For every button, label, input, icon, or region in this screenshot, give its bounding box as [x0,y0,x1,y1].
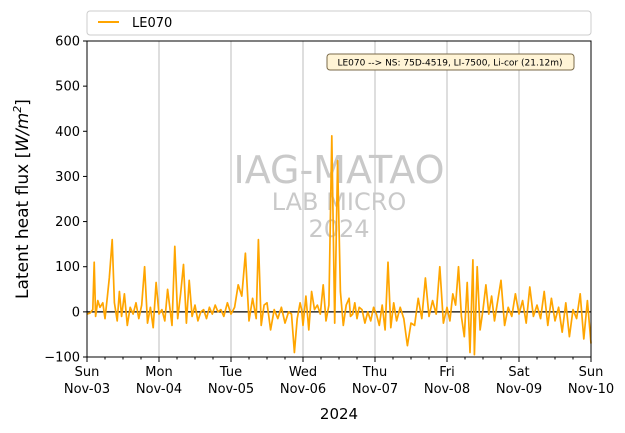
x-tick-date: Nov-09 [496,382,542,397]
x-tick-date: Nov-04 [136,382,182,397]
x-tick-day: Sun [75,365,100,380]
y-tick-label: 600 [55,35,80,50]
x-tick-day: Sun [579,365,604,380]
y-tick-label: 200 [55,215,80,230]
y-axis: −100 0 100 200 300 400 500 600 [44,35,87,366]
y-tick-label: 500 [55,80,80,95]
grid [158,41,520,357]
legend: LE070 [86,10,592,36]
x-tick-date: Nov-10 [568,382,614,397]
y-tick-label: 0 [72,305,80,320]
legend-label-le070: LE070 [132,16,172,31]
legend-frame [86,10,592,36]
x-tick-date: Nov-07 [352,382,398,397]
y-tick-label: 300 [55,170,80,185]
x-tick-day: Fri [439,365,455,380]
annotation-box [326,53,575,71]
x-tick-date: Nov-03 [64,382,110,397]
x-tick-date: Nov-08 [424,382,470,397]
annotation-text: LE070 --> NS: 75D-4519, LI-7500, Li-cor … [337,59,562,69]
x-axis-label: 2024 [320,405,358,423]
y-tick-label: −100 [44,351,80,366]
y-tick-label: 100 [55,260,80,275]
x-tick-day: Wed [289,365,317,380]
x-tick-day: Sat [508,365,529,380]
x-tick-day: Mon [145,365,172,380]
series-line-le070 [86,134,592,356]
y-axis-label: Latent heat flux [W/m2] [11,99,33,299]
x-tick-day: Thu [362,365,387,380]
x-axis: Sun Nov-03 Mon Nov-04 Tue Nov-05 Wed Nov-06 Thu N… [64,357,614,397]
watermark-line1: IAG-MATAO [233,148,444,192]
x-tick-date: Nov-06 [280,382,326,397]
x-tick-date: Nov-05 [208,382,254,397]
annotation: LE070 --> NS: 75D-4519, LI-7500, Li-cor … [326,53,575,71]
y-tick-label: 400 [55,125,80,140]
x-tick-day: Tue [219,365,242,380]
